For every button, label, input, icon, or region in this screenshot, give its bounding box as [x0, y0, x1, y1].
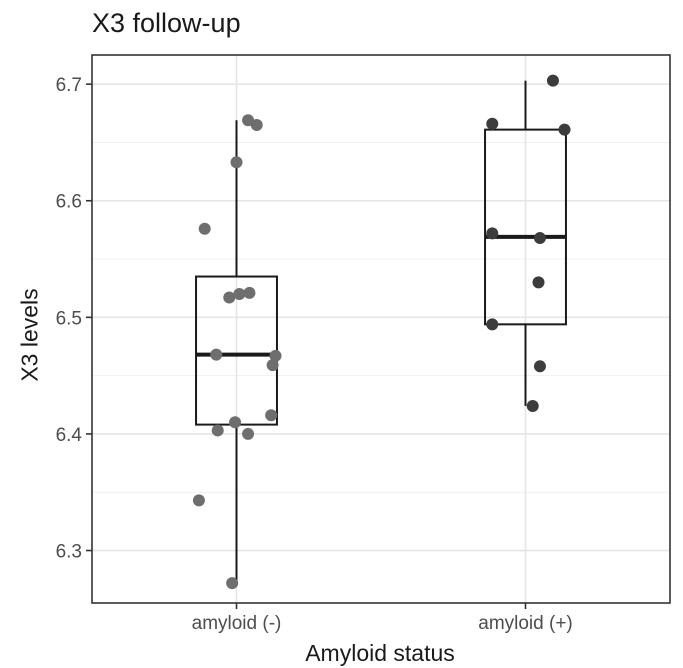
panel-background	[92, 55, 670, 603]
data-point	[533, 360, 546, 373]
data-point	[546, 74, 559, 87]
data-point	[223, 291, 236, 304]
data-point	[558, 123, 571, 136]
y-tick-label: 6.7	[56, 75, 82, 96]
data-point	[486, 117, 499, 130]
data-point	[242, 427, 255, 440]
y-tick-label: 6.5	[56, 308, 82, 329]
data-point	[210, 348, 223, 361]
data-point	[533, 232, 546, 245]
y-axis-label: X3 levels	[16, 288, 43, 382]
x-axis-label: Amyloid status	[305, 640, 455, 666]
x-tick-label: amyloid (+)	[478, 613, 573, 634]
x-tick-label: amyloid (-)	[192, 613, 282, 634]
data-point	[230, 156, 243, 169]
data-point	[486, 227, 499, 240]
y-tick-label: 6.4	[56, 425, 83, 446]
data-point	[269, 349, 282, 362]
box-iqr	[484, 128, 567, 326]
data-point	[265, 409, 278, 422]
y-tick-label: 6.3	[56, 542, 82, 563]
data-point	[233, 288, 246, 301]
data-point	[226, 577, 239, 590]
data-point	[486, 318, 499, 331]
data-point	[198, 222, 211, 235]
panel-border	[91, 54, 671, 604]
data-point	[211, 424, 224, 437]
data-point	[532, 276, 545, 289]
chart-title: X3 follow-up	[92, 8, 241, 38]
data-point	[266, 359, 279, 372]
data-point	[229, 416, 242, 429]
y-tick-label: 6.6	[56, 192, 82, 213]
data-point	[243, 286, 256, 299]
data-point	[526, 399, 539, 412]
data-point	[192, 494, 205, 507]
data-point	[250, 118, 263, 131]
